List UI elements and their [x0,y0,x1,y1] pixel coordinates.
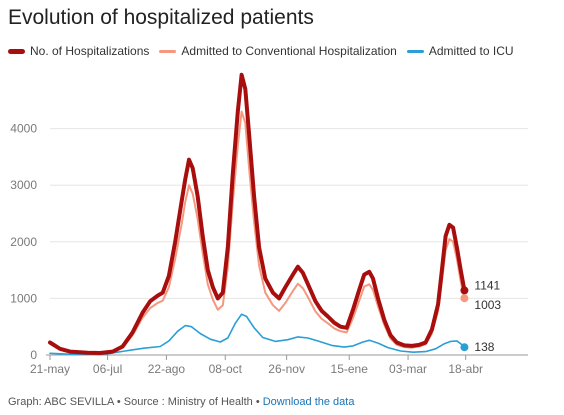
legend-item-conventional[interactable]: Admitted to Conventional Hospitalization [159,44,397,58]
series-line-0 [48,72,467,355]
y-tick-label: 3000 [10,178,37,192]
series-end-marker-0 [460,286,469,295]
legend-label-hospitalizations: No. of Hospitalizations [30,44,150,58]
legend-label-conventional: Admitted to Conventional Hospitalization [181,44,397,58]
footer: Graph: ABC SEVILLA • Source : Ministry o… [8,396,354,408]
series-end-marker-1 [460,294,469,303]
credit-text: Graph: ABC SEVILLA [8,396,114,408]
legend: No. of Hospitalizations Admitted to Conv… [8,44,524,58]
y-tick-label: 2000 [10,235,37,249]
legend-label-icu: Admitted to ICU [428,44,514,58]
x-tick-label: 22-ago [148,362,186,376]
legend-item-icu[interactable]: Admitted to ICU [406,44,514,58]
x-tick-label: 08-oct [209,362,243,376]
download-data-link[interactable]: Download the data [262,396,355,408]
x-tick-label: 26-nov [268,362,305,376]
chart-title: Evolution of hospitalized patients [8,6,314,29]
y-tick-label: 1000 [10,291,37,305]
series-end-label-1: 1003 [474,298,501,312]
separator: • [252,396,263,408]
legend-swatch-conventional [159,49,177,53]
y-tick-label: 0 [30,348,37,362]
y-tick-label: 4000 [10,122,37,136]
separator: • [113,396,124,408]
x-tick-label: 18-abr [448,362,483,376]
series-end-label-0: 1141 [474,278,500,292]
source-text: Source : Ministry of Health [123,396,253,408]
series-end-label-2: 138 [474,340,494,354]
x-tick-label: 21-may [30,362,70,376]
x-tick-label: 15-ene [331,362,369,376]
legend-item-hospitalizations[interactable]: No. of Hospitalizations [8,44,149,58]
legend-swatch-icu [406,49,424,53]
x-tick-label: 03-mar [389,362,427,376]
series-line-2 [49,313,466,356]
legend-swatch-hospitalizations [8,48,25,54]
series-end-marker-2 [460,343,469,352]
x-tick-label: 06-jul [93,362,122,376]
